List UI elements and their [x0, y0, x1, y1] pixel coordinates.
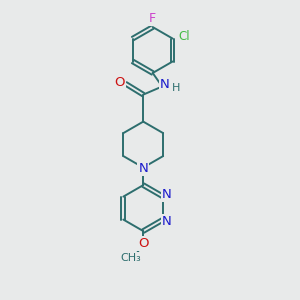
Text: N: N [161, 188, 171, 202]
Text: N: N [161, 215, 171, 228]
Text: Cl: Cl [178, 30, 190, 43]
Text: N: N [138, 162, 148, 176]
Text: H: H [172, 83, 180, 93]
Text: O: O [115, 76, 125, 89]
Text: F: F [149, 12, 156, 25]
Text: CH₃: CH₃ [121, 253, 142, 263]
Text: N: N [159, 78, 169, 91]
Text: O: O [138, 237, 148, 250]
